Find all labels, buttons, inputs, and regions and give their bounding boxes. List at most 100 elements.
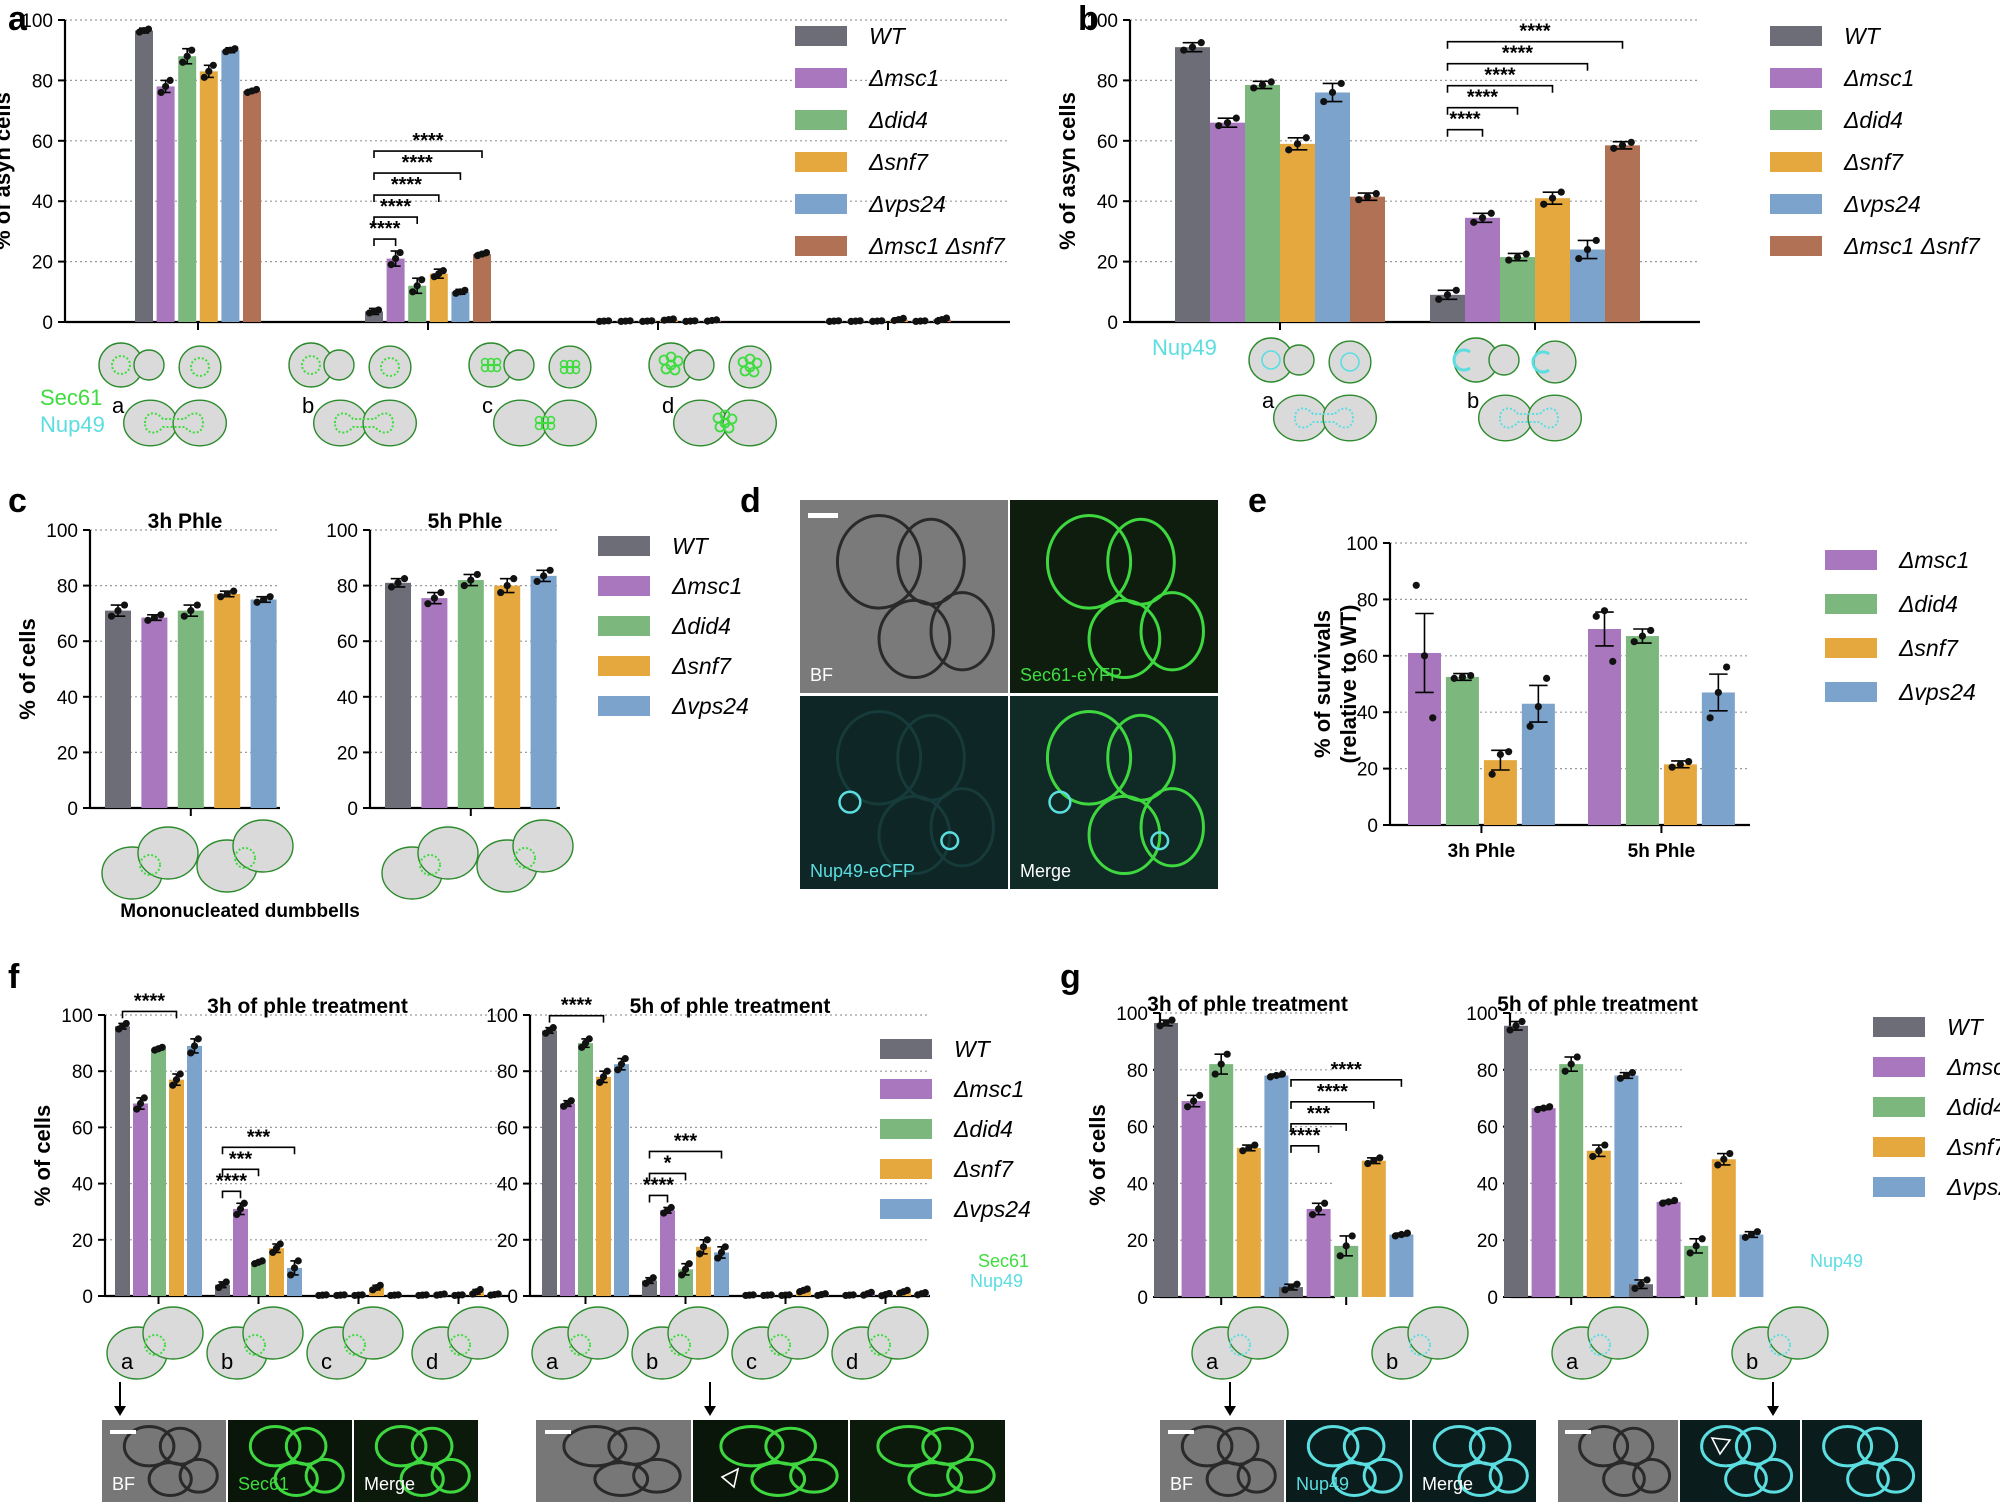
data-point — [1470, 218, 1478, 226]
bar-vps24 — [1570, 249, 1605, 322]
bar-snf7 — [596, 1076, 611, 1296]
data-point — [223, 590, 231, 598]
data-point — [916, 317, 925, 325]
data-point — [409, 288, 417, 296]
y-tick-label: 20 — [497, 1231, 518, 1252]
data-point — [1543, 674, 1551, 682]
nucleus-outline — [344, 1334, 366, 1356]
micrograph-cell — [122, 1425, 176, 1468]
data-point — [546, 566, 554, 574]
micrograph-g1-nup49: Nup49 — [1286, 1420, 1410, 1502]
nucleus-outline — [1589, 1334, 1611, 1356]
bar-vps24 — [1389, 1234, 1414, 1297]
y-tick-label: 20 — [1357, 760, 1378, 781]
data-point — [1668, 763, 1676, 771]
data-point — [418, 276, 426, 284]
cell-body — [232, 819, 294, 873]
nucleus-fragment — [559, 365, 569, 375]
micrograph-cell — [1087, 598, 1162, 680]
significance-bracket — [1290, 1079, 1403, 1087]
y-tick-label: 0 — [42, 313, 53, 334]
bar-msc1 — [1465, 217, 1500, 322]
bar-WT — [365, 311, 383, 322]
micrograph-cell — [1139, 787, 1205, 868]
data-point — [418, 1291, 427, 1299]
legend-swatch-WT — [598, 536, 650, 556]
marker-label-sec61-a: Sec61 — [40, 385, 102, 410]
y-tick-label: 0 — [82, 1287, 93, 1308]
data-point — [187, 1049, 195, 1057]
significance-label: * — [664, 1152, 672, 1174]
data-point — [708, 316, 716, 325]
data-point — [1302, 134, 1310, 142]
cell-body — [1533, 340, 1577, 384]
data-point — [1592, 612, 1600, 620]
nucleus-vesicle — [719, 417, 731, 429]
data-point — [188, 46, 196, 54]
data-point — [1184, 1103, 1192, 1111]
data-point — [1266, 1073, 1274, 1081]
significance-bracket — [373, 238, 397, 247]
legend-swatch-msc1 — [1825, 550, 1877, 570]
y-tick-label: 80 — [1477, 1061, 1498, 1082]
bar-did4 — [177, 610, 204, 808]
data-point — [1190, 1097, 1198, 1105]
legend-swatch-vps24 — [795, 194, 847, 214]
micrograph-cell — [946, 1457, 996, 1494]
data-point — [157, 611, 165, 619]
data-point — [1698, 1235, 1706, 1243]
data-point — [510, 575, 518, 583]
y-tick-label: 20 — [1127, 1231, 1148, 1252]
data-point — [1628, 1069, 1636, 1077]
data-point — [1355, 196, 1363, 204]
y-tick-label: 100 — [21, 11, 53, 32]
data-point — [1251, 1141, 1259, 1149]
data-point — [120, 601, 129, 609]
y-axis-title: % of asyn cells — [0, 92, 15, 250]
legend-swatch-msc1 — [795, 68, 847, 88]
marker-label-nup49-b: Nup49 — [1152, 335, 1217, 360]
legend-label-snf7: Δsnf7 — [953, 1156, 1014, 1182]
bar-vps24 — [187, 1045, 202, 1296]
significance-bracket — [221, 1168, 260, 1177]
micrograph-cell — [1432, 1425, 1486, 1468]
micrograph-cell — [719, 1425, 785, 1468]
y-tick-label: 40 — [32, 192, 53, 213]
cell-letter: b — [221, 1349, 233, 1374]
legend-label-did4: Δdid4 — [671, 613, 731, 639]
significance-label: **** — [1519, 21, 1550, 43]
bar-msc1 — [233, 1208, 248, 1296]
data-point — [1720, 1155, 1728, 1163]
significance-bracket — [1446, 128, 1484, 137]
data-point — [1518, 1017, 1526, 1026]
data-point — [1526, 722, 1534, 730]
nucleus-crescent — [1531, 350, 1550, 374]
bar-msc1 — [421, 598, 448, 808]
cell-letter: a — [112, 393, 125, 418]
legend-label-snf7: Δsnf7 — [671, 653, 732, 679]
cell-body — [767, 1306, 829, 1360]
cell-letter: b — [646, 1349, 658, 1374]
micrograph-d-merge: Merge — [1010, 696, 1218, 889]
data-point — [472, 1288, 481, 1296]
pointer-arrowhead — [1767, 1406, 1779, 1416]
legend-swatch-did4 — [795, 110, 847, 130]
data-point — [1595, 1147, 1603, 1155]
cells-a-d: d — [648, 342, 778, 447]
data-point — [1643, 1276, 1651, 1284]
nucleus-fragment — [565, 365, 575, 375]
legend-label-vps24: Δvps24 — [868, 191, 946, 217]
data-point — [1592, 236, 1600, 245]
legend-label-snf7: Δsnf7 — [1843, 149, 1904, 175]
y-tick-label: 60 — [32, 132, 53, 153]
micrograph-nucleus — [940, 831, 960, 851]
data-point — [852, 317, 860, 325]
data-point — [172, 1076, 181, 1084]
y-tick-label: 80 — [57, 577, 78, 598]
significance-label: **** — [380, 196, 411, 218]
data-point — [1239, 1147, 1247, 1155]
y-tick-label: 40 — [497, 1175, 518, 1196]
cells-a-b: b — [288, 342, 418, 447]
cell-body — [417, 826, 479, 880]
data-point — [1223, 119, 1232, 127]
